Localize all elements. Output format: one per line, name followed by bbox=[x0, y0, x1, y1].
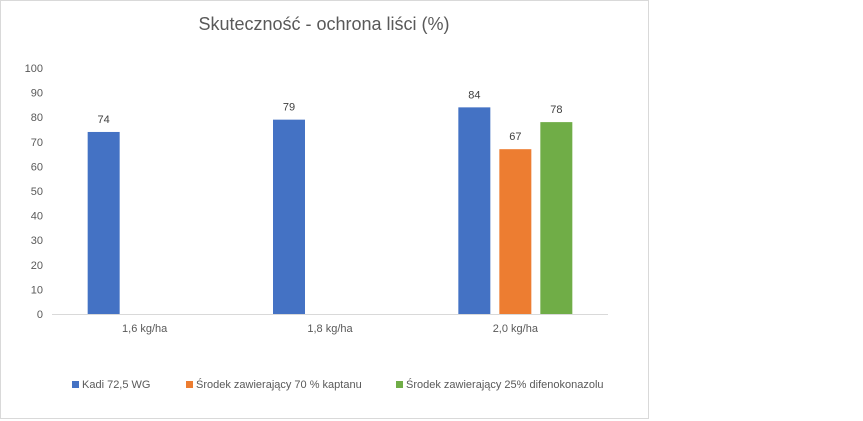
y-tick-label: 60 bbox=[31, 161, 43, 173]
y-tick-label: 30 bbox=[31, 235, 43, 247]
data-label: 67 bbox=[509, 131, 521, 143]
y-tick-label: 0 bbox=[37, 309, 43, 321]
data-label: 74 bbox=[98, 114, 110, 126]
bar bbox=[458, 107, 491, 314]
bar bbox=[87, 131, 120, 314]
y-tick-label: 10 bbox=[31, 284, 43, 296]
legend-swatch bbox=[396, 381, 403, 388]
bars: 74 79 84 67 78 bbox=[87, 89, 573, 315]
x-tick-label: 1,8 kg/ha bbox=[307, 323, 353, 335]
x-axis-ticks: 1,6 kg/ha 1,8 kg/ha 2,0 kg/ha bbox=[122, 323, 539, 335]
y-tick-label: 40 bbox=[31, 211, 43, 223]
y-tick-label: 70 bbox=[31, 137, 43, 149]
x-tick-label: 2,0 kg/ha bbox=[493, 323, 539, 335]
bar bbox=[499, 149, 532, 314]
y-tick-label: 90 bbox=[31, 88, 43, 100]
data-label: 79 bbox=[283, 102, 295, 114]
x-tick-label: 1,6 kg/ha bbox=[122, 323, 168, 335]
legend-label: Kadi 72,5 WG bbox=[82, 379, 150, 391]
y-tick-label: 80 bbox=[31, 112, 43, 124]
y-axis-ticks: 0 10 20 30 40 50 60 70 80 90 100 bbox=[25, 63, 43, 321]
bar bbox=[273, 119, 305, 314]
chart-title: Skuteczność - ochrona liści (%) bbox=[198, 14, 449, 34]
data-label: 84 bbox=[468, 89, 480, 101]
legend: Kadi 72,5 WG Środek zawierający 70 % kapt… bbox=[72, 378, 604, 391]
y-tick-label: 100 bbox=[25, 63, 43, 75]
y-tick-label: 20 bbox=[31, 260, 43, 272]
legend-swatch bbox=[72, 381, 79, 388]
data-label: 78 bbox=[550, 104, 562, 116]
bar bbox=[540, 122, 573, 315]
legend-label: Środek zawierający 70 % kaptanu bbox=[196, 378, 362, 391]
legend-swatch bbox=[186, 381, 193, 388]
y-tick-label: 50 bbox=[31, 186, 43, 198]
legend-label: Środek zawierający 25% difenokonazolu bbox=[406, 378, 604, 391]
